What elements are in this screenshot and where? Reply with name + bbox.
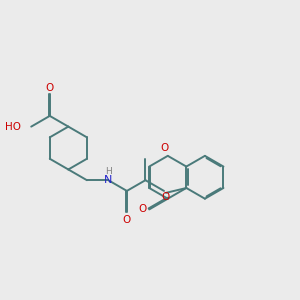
Text: N: N: [104, 175, 112, 185]
Text: O: O: [161, 143, 169, 153]
Text: H: H: [105, 167, 112, 176]
Text: HO: HO: [5, 122, 22, 132]
Text: O: O: [46, 83, 54, 93]
Text: O: O: [162, 192, 170, 202]
Text: O: O: [123, 215, 131, 225]
Text: O: O: [138, 204, 146, 214]
